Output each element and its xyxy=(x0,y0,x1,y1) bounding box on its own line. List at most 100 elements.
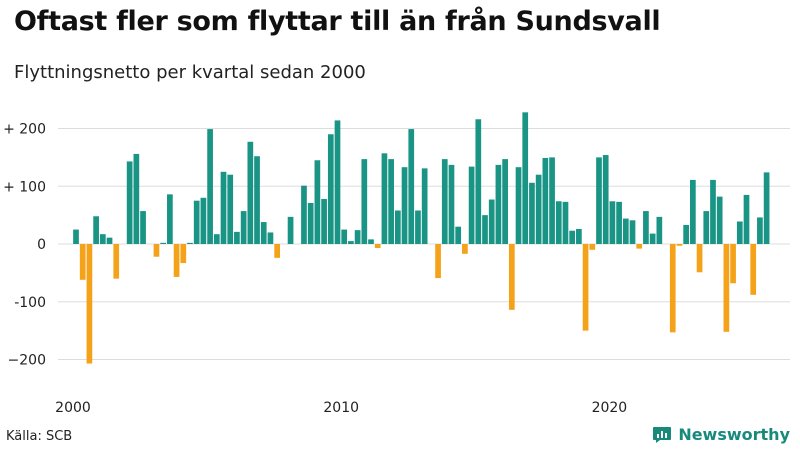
bar: 2000K3: -207 xyxy=(86,244,93,364)
chart-subtitle: Flyttningsnetto per kvartal sedan 2000 xyxy=(14,62,366,83)
bar: 2016K2: -114 xyxy=(508,244,515,310)
newsworthy-logo-icon xyxy=(653,426,672,443)
bar: 2001K3: -60 xyxy=(113,244,120,279)
bar: 2021K1: -8 xyxy=(636,244,643,249)
x-axis-tick-labels: 2000 2010 2020 xyxy=(55,400,627,416)
bar: 2019K2: -10 xyxy=(589,244,596,250)
bar: 2015K3: 77 xyxy=(488,199,495,244)
bar: 2010K3: 24 xyxy=(354,230,361,244)
y-tick-label: −200 xyxy=(8,353,46,369)
y-tick-label: + 200 xyxy=(3,122,46,138)
bar: 2021K2: 57 xyxy=(643,211,649,244)
bar: 2002K3: 57 xyxy=(140,211,146,244)
bar: 2023K2: -49 xyxy=(696,244,703,273)
bar: 2017K2: 120 xyxy=(535,174,542,244)
bar: 2006K3: 177 xyxy=(247,141,254,244)
bar: 2000K2: -62 xyxy=(79,244,86,280)
bar: 2025K3: 46 xyxy=(757,217,763,245)
bar: 2012K4: 58 xyxy=(415,210,421,244)
bar: 2002K1: 143 xyxy=(126,161,133,244)
bar: 2016K1: 147 xyxy=(502,159,508,244)
bar: 2011K4: 147 xyxy=(388,159,394,244)
bar: 2013K3: -59 xyxy=(435,244,441,279)
bar: 2000K1: 25 xyxy=(73,229,79,244)
bar: 2015K2: 50 xyxy=(482,215,488,245)
bar: 2020K3: 44 xyxy=(622,218,629,244)
bar: 2022K2: -153 xyxy=(669,244,676,333)
bar: 2005K4: 120 xyxy=(227,174,234,244)
bar: 2003K4: -57 xyxy=(173,244,180,277)
bar: 2011K3: 157 xyxy=(381,153,388,244)
bar: 2018K3: 23 xyxy=(569,230,576,244)
bar: 2018K4: 26 xyxy=(576,228,582,245)
bar: 2009K4: 214 xyxy=(334,120,341,244)
bar: 2007K1: 38 xyxy=(260,222,267,245)
bar: 2020K4: 41 xyxy=(629,220,636,244)
x-tick-label: 2020 xyxy=(592,400,628,416)
bar: 2003K2: 2 xyxy=(160,242,167,244)
bar: 2022K4: 33 xyxy=(683,224,689,244)
bar: undefined: 124 xyxy=(763,172,770,244)
bar: 2014K1: 137 xyxy=(448,164,455,244)
brand-logo[interactable]: Newsworthy xyxy=(652,425,790,444)
bar: 2023K1: 111 xyxy=(690,179,696,244)
bar: 2013K1: 131 xyxy=(421,168,428,244)
bar: 2007K2: 20 xyxy=(267,232,274,244)
bar: 2004K2: 2 xyxy=(187,242,193,244)
bar: 2010K1: 25 xyxy=(341,229,348,244)
bars: 2000K1: 252000K2: -622000K3: -2072000K4:… xyxy=(73,112,770,364)
bar: 2013K4: 147 xyxy=(441,159,448,244)
bar: 2025K2: -88 xyxy=(750,244,757,295)
bar: 2015K4: 137 xyxy=(495,164,502,244)
bar: 2010K4: 147 xyxy=(361,159,368,244)
bar: 2004K3: 75 xyxy=(193,200,200,244)
bar: 2006K1: 21 xyxy=(234,231,240,244)
bar: 2011K1: 8 xyxy=(368,239,374,244)
y-tick-label: -100 xyxy=(14,295,46,311)
bar: 2016K3: 133 xyxy=(515,167,522,244)
y-tick-label: + 100 xyxy=(3,179,46,195)
bar: 2023K4: 111 xyxy=(710,179,716,244)
chart-title: Oftast fler som flyttar till än från Sun… xyxy=(14,6,661,37)
bar: 2004K1: -33 xyxy=(180,244,187,264)
bar: 2003K1: -22 xyxy=(153,244,160,257)
bar: 2018K1: 74 xyxy=(555,201,562,244)
bar: 2018K2: 73 xyxy=(562,201,569,244)
bar: 2015K1: 216 xyxy=(475,119,482,244)
bar: 2021K4: 47 xyxy=(656,216,663,244)
y-axis-tick-labels: + 200 + 100 0 -100 −200 xyxy=(3,122,46,369)
bar: 2024K4: 39 xyxy=(736,221,743,244)
bar: 2008K1: 47 xyxy=(287,216,294,244)
bar: 2005K3: 125 xyxy=(220,171,227,244)
x-tick-label: 2010 xyxy=(323,400,359,416)
bar: 2024K3: -68 xyxy=(730,244,736,284)
bar: 2004K4: 80 xyxy=(200,197,207,244)
bar: 2008K3: 101 xyxy=(301,185,307,244)
source-note: Källa: SCB xyxy=(6,429,73,444)
bar: 2012K3: 199 xyxy=(408,129,415,244)
bar: 2005K1: 199 xyxy=(207,129,213,244)
bar: 2021K3: 18 xyxy=(649,233,656,244)
bar: 2022K3: -3 xyxy=(676,244,683,246)
bar: 2025K1: 85 xyxy=(743,194,750,244)
bar: 2023K3: 57 xyxy=(703,211,710,244)
bar: 2020K1: 74 xyxy=(609,201,616,244)
bar: 2001K1: 17 xyxy=(99,234,106,244)
bar: 2009K2: 78 xyxy=(321,198,327,244)
bar: 2005K2: 17 xyxy=(213,234,220,244)
brand-name: Newsworthy xyxy=(678,425,790,444)
bar: 2014K3: -17 xyxy=(462,244,468,254)
bar: 2024K2: -152 xyxy=(723,244,730,332)
bar: 2003K3: 86 xyxy=(167,194,173,244)
x-tick-label: 2000 xyxy=(55,400,91,416)
bar: 2010K2: 5 xyxy=(348,241,354,244)
bar: 2006K2: 57 xyxy=(240,211,247,244)
y-tick-label: 0 xyxy=(37,237,46,253)
bar: 2019K3: 150 xyxy=(596,157,602,245)
bar: 2019K1: -150 xyxy=(582,244,589,331)
bar: 2000K4: 48 xyxy=(93,216,99,244)
bar: 2012K1: 58 xyxy=(394,210,401,244)
bar: 2020K2: 73 xyxy=(616,201,622,244)
bar: 2009K3: 190 xyxy=(327,134,334,244)
